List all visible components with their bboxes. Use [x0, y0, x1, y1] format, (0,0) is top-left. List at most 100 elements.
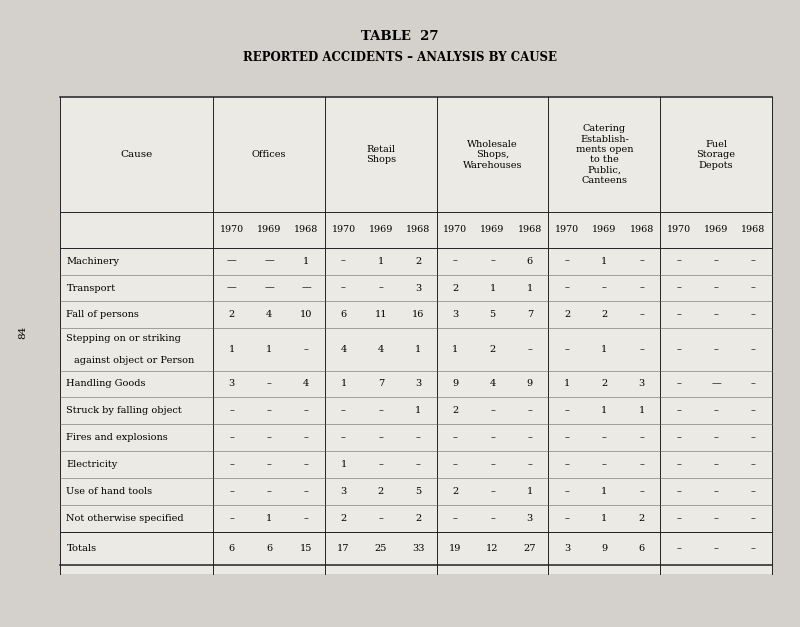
Text: 1970: 1970 [555, 226, 579, 234]
Text: 4: 4 [340, 345, 346, 354]
Text: 1970: 1970 [331, 226, 355, 234]
Text: 3: 3 [415, 379, 421, 389]
Text: –: – [639, 310, 644, 320]
Text: –: – [714, 310, 718, 320]
Text: 15: 15 [300, 544, 313, 553]
Text: —: — [227, 283, 237, 293]
Text: –: – [378, 406, 383, 416]
Text: –: – [341, 433, 346, 443]
Text: 6: 6 [638, 544, 645, 553]
Text: 2: 2 [601, 310, 607, 320]
Text: 84: 84 [18, 325, 27, 339]
Text: 1969: 1969 [592, 226, 617, 234]
Text: –: – [266, 460, 271, 470]
Text: 1970: 1970 [443, 226, 467, 234]
Text: 2: 2 [452, 487, 458, 496]
Text: –: – [378, 283, 383, 293]
Text: 2: 2 [564, 310, 570, 320]
Text: Fuel
Storage
Depots: Fuel Storage Depots [697, 140, 736, 170]
Text: –: – [751, 433, 756, 443]
Text: –: – [714, 544, 718, 553]
Text: TABLE  27: TABLE 27 [362, 30, 438, 43]
Text: 3: 3 [564, 544, 570, 553]
Text: 1968: 1968 [294, 226, 318, 234]
Text: –: – [341, 283, 346, 293]
Text: 1968: 1968 [630, 226, 654, 234]
Text: 1: 1 [490, 283, 496, 293]
Text: Fall of persons: Fall of persons [66, 310, 139, 320]
Text: 1: 1 [526, 487, 533, 496]
Text: 19: 19 [449, 544, 462, 553]
Text: –: – [490, 256, 495, 266]
Text: Retail
Shops: Retail Shops [366, 145, 396, 164]
Text: —: — [302, 283, 311, 293]
Text: 16: 16 [412, 310, 424, 320]
Text: –: – [230, 460, 234, 470]
Text: –: – [527, 345, 532, 354]
Text: –: – [266, 406, 271, 416]
Text: 2: 2 [229, 310, 235, 320]
Text: 4: 4 [378, 345, 384, 354]
Text: against object or Person: against object or Person [74, 356, 194, 365]
Text: Not otherwise specified: Not otherwise specified [66, 514, 184, 523]
Text: 4: 4 [490, 379, 496, 389]
Text: –: – [677, 310, 682, 320]
Text: Stepping on or striking: Stepping on or striking [66, 334, 182, 343]
Text: –: – [490, 487, 495, 496]
Text: 9: 9 [526, 379, 533, 389]
Text: –: – [378, 514, 383, 523]
Text: 1: 1 [601, 487, 607, 496]
Text: –: – [230, 487, 234, 496]
Text: –: – [304, 345, 309, 354]
Text: 1969: 1969 [704, 226, 728, 234]
Text: 3: 3 [340, 487, 346, 496]
Text: –: – [602, 283, 606, 293]
Text: 2: 2 [601, 379, 607, 389]
Text: –: – [304, 514, 309, 523]
Text: Struck by falling object: Struck by falling object [66, 406, 182, 416]
Text: 1: 1 [638, 406, 645, 416]
Text: –: – [714, 433, 718, 443]
Text: –: – [677, 406, 682, 416]
Text: 1: 1 [340, 460, 346, 470]
Text: –: – [751, 406, 756, 416]
Text: 25: 25 [374, 544, 387, 553]
Text: –: – [266, 379, 271, 389]
Text: –: – [341, 406, 346, 416]
Text: 6: 6 [266, 544, 272, 553]
Text: Wholesale
Shops,
Warehouses: Wholesale Shops, Warehouses [462, 140, 522, 170]
Text: 3: 3 [229, 379, 235, 389]
Text: –: – [714, 460, 718, 470]
Text: 1969: 1969 [369, 226, 393, 234]
Text: 2: 2 [452, 283, 458, 293]
Text: 3: 3 [526, 514, 533, 523]
Text: –: – [490, 433, 495, 443]
Text: –: – [378, 433, 383, 443]
Text: –: – [490, 514, 495, 523]
Text: –: – [415, 460, 421, 470]
Text: –: – [677, 460, 682, 470]
Text: 6: 6 [526, 256, 533, 266]
Text: –: – [714, 487, 718, 496]
Text: 2: 2 [415, 256, 421, 266]
Text: —: — [711, 379, 721, 389]
Text: 1: 1 [340, 379, 346, 389]
Text: 1969: 1969 [480, 226, 505, 234]
Text: –: – [527, 433, 532, 443]
Text: –: – [677, 345, 682, 354]
Text: –: – [453, 256, 458, 266]
Text: –: – [565, 433, 570, 443]
Text: –: – [490, 406, 495, 416]
Text: 12: 12 [486, 544, 498, 553]
Text: 2: 2 [415, 514, 421, 523]
Text: 2: 2 [452, 406, 458, 416]
Text: –: – [304, 433, 309, 443]
Text: 2: 2 [378, 487, 384, 496]
Text: Catering
Establish-
ments open
to the
Public,
Canteens: Catering Establish- ments open to the Pu… [575, 124, 633, 185]
Text: –: – [714, 283, 718, 293]
Text: –: – [453, 514, 458, 523]
Text: Handling Goods: Handling Goods [66, 379, 146, 389]
Text: 11: 11 [374, 310, 387, 320]
Text: 4: 4 [266, 310, 272, 320]
Text: –: – [304, 460, 309, 470]
